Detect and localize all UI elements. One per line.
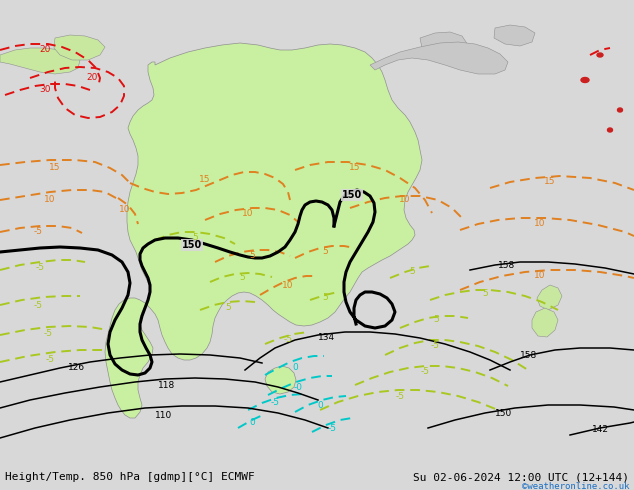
Text: 5: 5	[433, 316, 439, 324]
Text: 10: 10	[534, 219, 546, 227]
Text: 20: 20	[39, 46, 51, 54]
Text: 15: 15	[349, 164, 361, 172]
Text: 5: 5	[225, 302, 231, 312]
Polygon shape	[370, 42, 508, 74]
Text: 10: 10	[119, 205, 131, 215]
Text: 10: 10	[44, 196, 56, 204]
Text: 15: 15	[544, 177, 556, 187]
Text: 30: 30	[39, 85, 51, 95]
Text: -5: -5	[44, 328, 53, 338]
Text: 126: 126	[68, 363, 85, 372]
Polygon shape	[0, 48, 80, 74]
Text: 10: 10	[399, 196, 411, 204]
Polygon shape	[537, 285, 562, 310]
Ellipse shape	[581, 77, 589, 82]
Text: 5: 5	[249, 250, 255, 260]
Text: 10: 10	[282, 280, 294, 290]
Text: -5: -5	[34, 227, 42, 237]
Text: 10: 10	[242, 209, 254, 218]
Text: 158: 158	[498, 261, 515, 270]
Text: 20: 20	[86, 74, 98, 82]
Ellipse shape	[618, 108, 623, 112]
Text: -5: -5	[34, 300, 42, 310]
Text: 0: 0	[249, 417, 255, 426]
Polygon shape	[494, 25, 535, 46]
Polygon shape	[265, 366, 296, 394]
Text: ©weatheronline.co.uk: ©weatheronline.co.uk	[522, 482, 629, 490]
Text: -5: -5	[328, 423, 337, 433]
Text: 110: 110	[155, 411, 172, 420]
Polygon shape	[105, 43, 422, 418]
Text: -5: -5	[420, 368, 429, 376]
Text: 158: 158	[520, 351, 537, 360]
Text: 5: 5	[239, 273, 245, 283]
Text: -5: -5	[430, 342, 439, 350]
Text: 150: 150	[495, 409, 512, 418]
Text: 5: 5	[322, 247, 328, 256]
Text: 5: 5	[322, 294, 328, 302]
Text: -5: -5	[46, 356, 55, 365]
Text: 5: 5	[192, 232, 198, 242]
Text: 150: 150	[182, 240, 202, 250]
Polygon shape	[54, 35, 105, 60]
Text: 15: 15	[199, 175, 210, 185]
Text: 0: 0	[317, 400, 323, 410]
Text: 15: 15	[49, 164, 61, 172]
Polygon shape	[420, 32, 468, 58]
Text: 118: 118	[158, 381, 175, 390]
Text: Height/Temp. 850 hPa [gdmp][°C] ECMWF: Height/Temp. 850 hPa [gdmp][°C] ECMWF	[5, 472, 255, 482]
Text: 5: 5	[409, 268, 415, 276]
Text: 150: 150	[342, 190, 362, 200]
Polygon shape	[532, 308, 558, 337]
Text: -0: -0	[294, 384, 302, 392]
Text: 142: 142	[592, 425, 609, 434]
Text: -5: -5	[283, 336, 292, 344]
Text: -5: -5	[36, 264, 44, 272]
Text: 0: 0	[292, 364, 298, 372]
Ellipse shape	[597, 53, 603, 57]
Text: 5: 5	[482, 290, 488, 298]
Text: -5: -5	[271, 397, 280, 407]
Text: -5: -5	[396, 392, 404, 400]
Ellipse shape	[607, 128, 612, 132]
Text: 134: 134	[318, 333, 335, 342]
Text: 10: 10	[534, 270, 546, 279]
Text: Su 02-06-2024 12:00 UTC (12+144): Su 02-06-2024 12:00 UTC (12+144)	[413, 472, 629, 482]
